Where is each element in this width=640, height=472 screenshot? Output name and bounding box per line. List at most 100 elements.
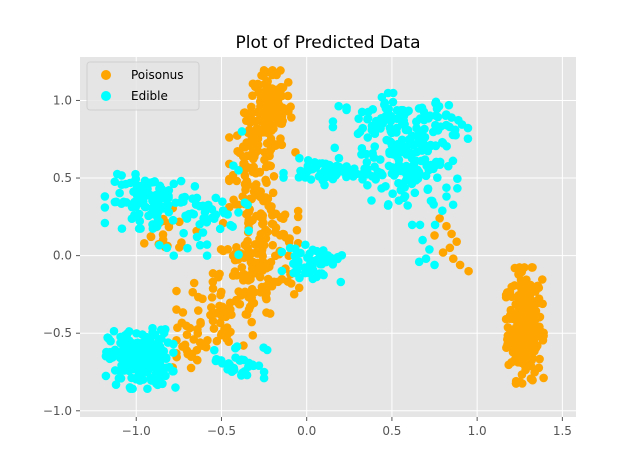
- data-point: [255, 168, 265, 177]
- data-point: [115, 188, 124, 198]
- data-points: [100, 66, 548, 394]
- data-point: [262, 308, 271, 317]
- data-point: [511, 379, 521, 388]
- data-point: [294, 283, 304, 293]
- data-point: [380, 100, 389, 109]
- data-point: [248, 79, 258, 89]
- data-point: [357, 107, 367, 117]
- data-point: [202, 240, 212, 249]
- data-point: [315, 269, 324, 278]
- data-point: [270, 98, 279, 107]
- data-point: [179, 197, 188, 206]
- data-point: [442, 192, 451, 201]
- data-point: [301, 240, 310, 250]
- data-point: [377, 92, 387, 102]
- data-point: [237, 263, 247, 272]
- data-point: [182, 330, 192, 339]
- data-point: [277, 266, 287, 276]
- data-point: [533, 281, 542, 291]
- data-point: [125, 383, 135, 392]
- data-point: [169, 251, 179, 260]
- data-point: [463, 134, 473, 143]
- data-point: [218, 206, 228, 215]
- data-point: [410, 174, 419, 184]
- y-tick-label: −0.5: [43, 326, 72, 340]
- data-point: [453, 174, 462, 183]
- data-point: [535, 354, 544, 364]
- data-point: [362, 157, 372, 167]
- data-point: [279, 173, 288, 182]
- data-point: [122, 332, 131, 341]
- data-point: [435, 214, 444, 223]
- data-point: [234, 250, 243, 260]
- data-point: [117, 180, 126, 189]
- data-point: [463, 123, 473, 133]
- data-point: [139, 238, 149, 248]
- data-point: [147, 354, 157, 363]
- data-point: [514, 290, 524, 300]
- legend-label-poisonus: Poisonus: [131, 68, 184, 82]
- data-point: [105, 347, 115, 357]
- data-point: [528, 375, 537, 385]
- data-point: [277, 247, 287, 257]
- data-point: [430, 220, 440, 230]
- data-point: [157, 363, 167, 372]
- data-point: [391, 145, 401, 155]
- data-point: [430, 231, 439, 240]
- data-point: [244, 163, 253, 172]
- x-tick-label: 1.5: [553, 424, 572, 438]
- data-point: [259, 71, 268, 81]
- data-point: [268, 240, 277, 250]
- data-point: [240, 142, 250, 152]
- data-point: [448, 200, 458, 210]
- data-point: [300, 268, 310, 278]
- data-point: [228, 271, 238, 280]
- data-point: [117, 171, 126, 180]
- data-point: [289, 289, 299, 299]
- data-point: [423, 146, 433, 156]
- data-point: [158, 230, 168, 239]
- data-point: [358, 169, 368, 179]
- data-point: [239, 274, 248, 283]
- data-point: [333, 254, 342, 264]
- data-point: [403, 201, 412, 210]
- data-point: [217, 311, 226, 320]
- data-point: [126, 342, 135, 352]
- data-point: [392, 164, 401, 173]
- data-point: [442, 221, 451, 231]
- x-tick-label: 0.0: [297, 424, 316, 438]
- data-point: [256, 288, 265, 297]
- data-point: [527, 353, 537, 362]
- y-tick-label: −1.0: [43, 404, 72, 418]
- data-point: [264, 113, 274, 123]
- series-edible: [100, 88, 473, 394]
- data-point: [260, 125, 270, 134]
- data-point: [215, 318, 225, 328]
- data-point: [333, 168, 343, 177]
- data-point: [427, 196, 437, 206]
- data-point: [228, 222, 237, 231]
- data-point: [216, 356, 226, 365]
- data-point: [137, 339, 146, 349]
- data-point: [160, 324, 170, 334]
- data-point: [234, 208, 243, 217]
- data-point: [189, 278, 199, 288]
- data-point: [116, 338, 125, 348]
- data-point: [106, 336, 115, 346]
- data-point: [209, 324, 219, 333]
- data-point: [100, 218, 110, 228]
- data-point: [431, 99, 440, 108]
- data-point: [248, 331, 258, 340]
- data-point: [431, 160, 441, 170]
- data-point: [207, 303, 216, 312]
- data-point: [266, 144, 276, 154]
- data-point: [532, 327, 541, 337]
- data-point: [254, 190, 263, 200]
- data-point: [127, 351, 136, 360]
- data-point: [190, 182, 200, 191]
- data-point: [521, 353, 530, 363]
- data-point: [208, 284, 218, 293]
- data-point: [178, 308, 188, 317]
- data-point: [155, 181, 165, 191]
- data-point: [254, 361, 264, 370]
